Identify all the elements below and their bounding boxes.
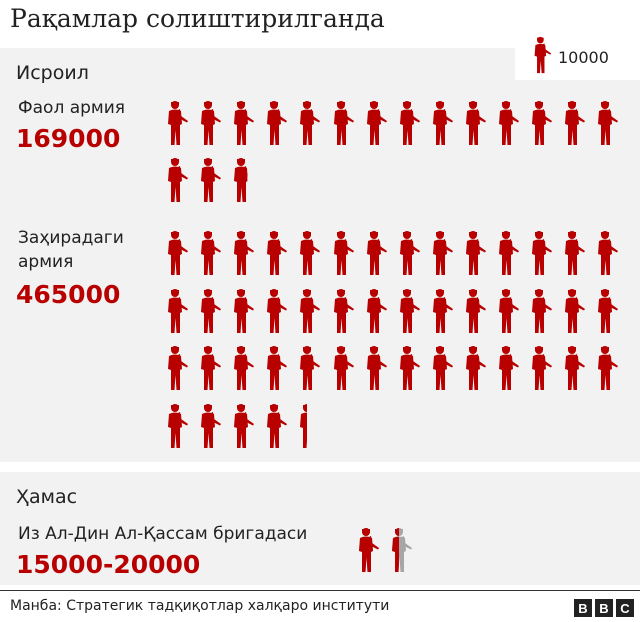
soldier-icon (532, 101, 553, 145)
hamas-panel (0, 472, 640, 585)
soldier-icon (366, 346, 387, 390)
soldier-icon (201, 158, 222, 202)
soldier-icon (392, 528, 412, 572)
hamas-heading: Ҳамас (16, 486, 78, 508)
soldier-icon (399, 346, 420, 390)
soldier-icon (432, 346, 453, 390)
soldier-icon (333, 101, 354, 145)
soldier-icon (333, 346, 354, 390)
legend: 10000 (515, 30, 640, 80)
israel-heading: Исроил (16, 62, 89, 84)
soldier-icon (300, 346, 321, 390)
soldier-icon (399, 231, 420, 275)
soldier-icon (399, 101, 420, 145)
soldier-icon (300, 231, 321, 275)
soldier-icon (499, 231, 519, 275)
soldier-icon (598, 346, 619, 390)
soldier-icon (168, 288, 188, 333)
soldier-icon (234, 158, 248, 202)
soldier-icon (366, 288, 387, 333)
soldier-icon (465, 346, 486, 390)
qassam-label: Из Ал-Дин Ал-Қассам бригадаси (18, 524, 308, 544)
soldier-icon (168, 101, 188, 145)
soldier-icon (532, 231, 553, 275)
reserve-army-label-2: армия (18, 252, 74, 272)
legend-soldier-icon (534, 36, 552, 74)
soldier-icon (201, 346, 222, 390)
active-army-value: 169000 (16, 124, 121, 153)
soldier-icon (267, 346, 288, 390)
soldier-icon (465, 231, 486, 275)
qassam-value: 15000-20000 (16, 550, 201, 579)
soldier-icon (532, 346, 553, 390)
soldier-icon (267, 288, 288, 333)
soldier-icon (565, 288, 586, 333)
soldier-icon (532, 288, 553, 333)
soldier-icon (201, 403, 222, 448)
active-army-label: Фаол армия (18, 98, 126, 118)
source-text: Манба: Стратегик тадқиқотлар халқаро инс… (10, 598, 390, 614)
soldier-icon (234, 231, 255, 275)
page-title: Рақамлар солиштирилганда (10, 4, 385, 33)
soldier-icon (234, 346, 255, 390)
soldier-icon (234, 403, 255, 448)
reserve-army-label-1: Заҳирадаги (18, 228, 124, 248)
soldier-icon (565, 346, 586, 390)
soldier-icon (267, 231, 288, 275)
soldier-icon (168, 158, 188, 202)
soldier-icon (499, 288, 519, 333)
soldier-icon (499, 101, 519, 145)
soldier-icon (168, 346, 188, 390)
soldier-icon (201, 288, 222, 333)
soldier-icon (366, 101, 387, 145)
soldier-icon (598, 231, 619, 275)
soldier-icon (598, 101, 619, 145)
reserve-army-value: 465000 (16, 280, 121, 309)
soldier-icon (168, 403, 188, 448)
soldier-icon (465, 288, 486, 333)
soldier-icon (565, 231, 586, 275)
soldier-icon (432, 101, 453, 145)
soldier-icon (359, 528, 379, 572)
soldier-icon (201, 101, 222, 145)
soldier-icon (234, 101, 255, 145)
soldier-icon (333, 231, 354, 275)
soldier-icon (267, 403, 288, 448)
soldier-icon (432, 288, 453, 333)
soldier-icon (267, 101, 288, 145)
soldier-icon (366, 231, 387, 275)
soldier-icon (201, 231, 222, 275)
soldier-icon (300, 403, 308, 448)
soldier-icon (300, 288, 321, 333)
soldier-icon (465, 101, 486, 145)
divider (0, 590, 640, 591)
soldier-icon (234, 288, 255, 333)
soldier-icon (333, 288, 354, 333)
soldier-icon (300, 101, 321, 145)
soldier-icon (399, 288, 420, 333)
soldier-icon (168, 231, 188, 275)
legend-value: 10000 (558, 48, 609, 67)
soldier-icon (432, 231, 453, 275)
soldier-icon (499, 346, 519, 390)
soldier-icon (565, 101, 586, 145)
soldier-icon (598, 288, 619, 333)
